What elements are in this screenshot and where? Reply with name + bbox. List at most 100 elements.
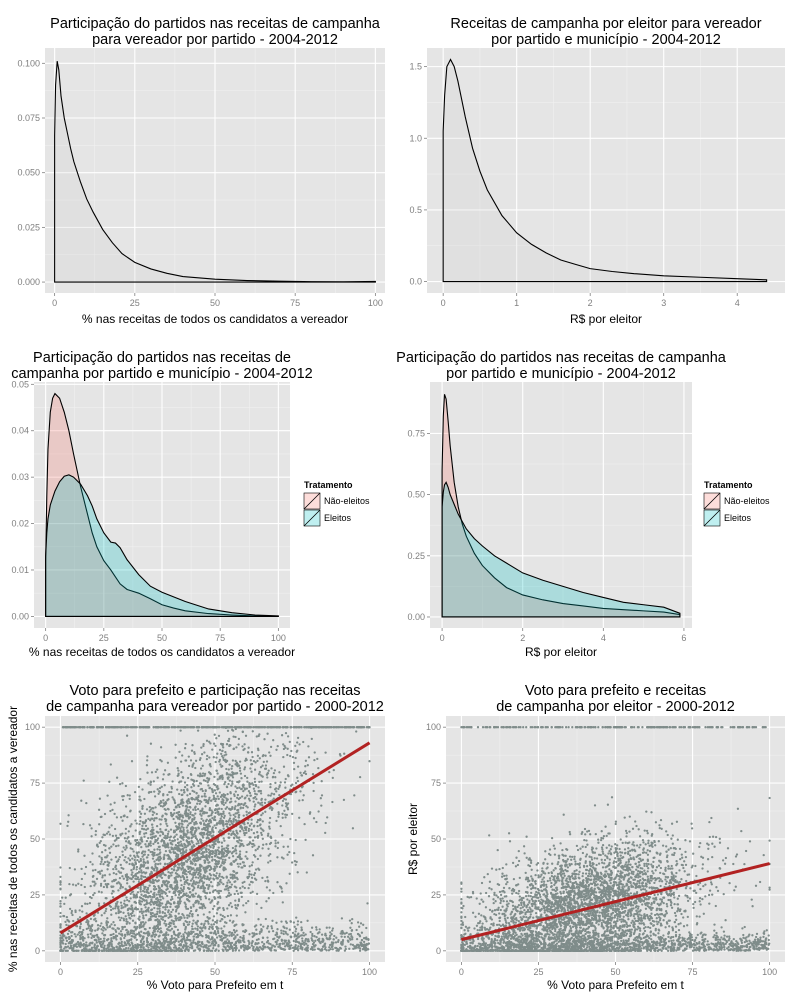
scatter-point (89, 932, 92, 936)
scatter-point (314, 939, 317, 942)
scatter-point (205, 877, 209, 881)
scatter-point (191, 927, 194, 931)
scatter-point (100, 860, 103, 863)
scatter-point (198, 940, 201, 944)
scatter-point (214, 744, 217, 748)
scatter-point (100, 914, 103, 917)
scatter-point (326, 816, 329, 819)
scatter-point (313, 935, 316, 938)
scatter-point (204, 819, 208, 823)
x-tick-label: 50 (210, 298, 220, 308)
scatter-point (180, 940, 184, 943)
scatter-point (172, 869, 176, 872)
scatter-point (183, 882, 186, 886)
scatter-point (135, 938, 138, 941)
scatter-point (126, 933, 129, 936)
scatter-point (141, 864, 145, 867)
scatter-point (225, 895, 228, 899)
scatter-point (200, 880, 204, 883)
scatter-point (114, 855, 118, 859)
chart-title-line-2: por partido e município - 2004-2012 (491, 32, 721, 48)
scatter-point (358, 949, 362, 952)
y-tick-label: 0.02 (11, 519, 29, 529)
scatter-point (166, 807, 170, 811)
scatter-point (156, 930, 159, 933)
scatter-point (334, 941, 338, 944)
y-tick-label: 0.00 (407, 612, 425, 622)
scatter-point (253, 805, 256, 808)
scatter-point (161, 911, 164, 914)
scatter-point (100, 869, 103, 872)
scatter-point (201, 764, 204, 767)
scatter-point (244, 911, 247, 914)
scatter-point (244, 734, 248, 737)
scatter-point (105, 923, 109, 926)
scatter-point (153, 891, 156, 895)
scatter-point (151, 826, 154, 829)
scatter-point (189, 879, 193, 882)
scatter-point (194, 941, 197, 945)
scatter-point (127, 841, 130, 844)
scatter-point (298, 799, 301, 802)
scatter-point (351, 917, 354, 921)
scatter-point (108, 925, 112, 929)
scatter-point (355, 928, 358, 932)
scatter-point (208, 756, 211, 759)
scatter-point (108, 826, 111, 829)
scatter-point (267, 769, 270, 772)
scatter-point (181, 776, 184, 779)
scatter-point (165, 822, 168, 825)
scatter-point (332, 726, 336, 729)
scatter-point (181, 847, 184, 851)
scatter-point (122, 919, 126, 922)
scatter-point (208, 927, 211, 931)
scatter-point (170, 934, 173, 938)
scatter-point (256, 820, 259, 824)
scatter-point (121, 850, 124, 853)
scatter-point (124, 942, 127, 945)
scatter-point (94, 829, 98, 833)
scatter-point (93, 880, 96, 883)
scatter-point (227, 891, 231, 895)
scatter-point (253, 933, 256, 937)
scatter-point (206, 939, 209, 943)
scatter-point (83, 885, 86, 889)
scatter-point (115, 872, 118, 876)
scatter-point (208, 814, 211, 818)
scatter-point (328, 770, 331, 774)
scatter-point (150, 908, 153, 912)
scatter-point (119, 930, 123, 933)
scatter-point (131, 932, 134, 935)
scatter-point (219, 795, 223, 799)
scatter-point (206, 858, 209, 862)
scatter-point (346, 935, 350, 938)
scatter-point (85, 945, 88, 948)
scatter-point (205, 844, 208, 847)
scatter-point (160, 876, 164, 880)
scatter-point (164, 936, 168, 940)
scatter-point (231, 759, 235, 762)
scatter-point (77, 850, 80, 853)
scatter-point (233, 937, 236, 940)
scatter-point (139, 838, 142, 841)
scatter-point (237, 743, 240, 746)
scatter-point (246, 857, 249, 860)
scatter-point (239, 887, 242, 890)
scatter-point (111, 907, 115, 910)
scatter-point (368, 760, 371, 763)
scatter-point (203, 772, 207, 776)
scatter-point (123, 859, 126, 862)
scatter-point (131, 919, 135, 922)
scatter-point (172, 931, 176, 934)
scatter-point (119, 863, 122, 867)
scatter-point (228, 817, 232, 820)
scatter-point (294, 756, 297, 760)
scatter-point (213, 797, 216, 800)
scatter-point (136, 876, 140, 879)
scatter-point (136, 838, 139, 842)
scatter-point (294, 927, 298, 931)
scatter-point (152, 835, 156, 838)
scatter-point (204, 920, 207, 923)
scatter-point (121, 944, 124, 948)
scatter-point (231, 776, 235, 779)
